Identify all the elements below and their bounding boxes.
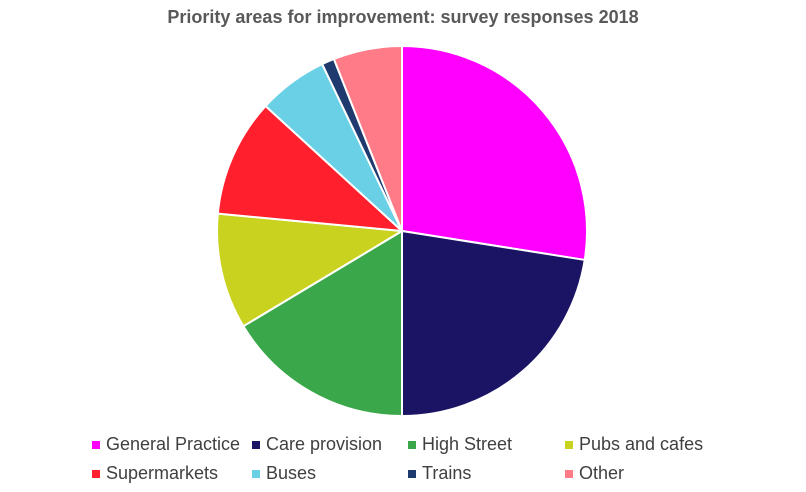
legend-item: Supermarkets [92,463,218,484]
legend-label: Supermarkets [106,463,219,483]
pie-slice-general-practice [401,44,588,262]
legend-swatch [92,469,100,478]
legend-swatch [565,440,573,449]
legend-item: General Practice [92,434,240,455]
pie-slice-pubs-and-cafes [216,212,406,328]
pie-slice-high-street [241,229,403,418]
legend-label: Pubs and cafes [579,434,704,454]
legend-item: Other [565,463,624,484]
legend-item: Trains [408,463,471,484]
legend-item: Care provision [252,434,382,455]
legend-label: Other [579,463,625,483]
legend-item: Pubs and cafes [565,434,703,455]
legend-swatch [252,440,260,449]
legend-swatch [252,469,260,478]
chart-title: Priority areas for improvement: survey r… [167,7,639,27]
legend-label: Trains [422,463,472,483]
legend-swatch [565,469,573,478]
legend-swatch [92,440,100,449]
legend-item: Buses [252,463,316,484]
legend-swatch [408,440,416,449]
pie-slice-other [332,44,403,232]
pie-slice-supermarkets [216,104,405,233]
legend-label: High Street [422,434,513,454]
legend-label: General Practice [106,434,241,454]
legend-label: Buses [266,463,317,483]
legend-item: High Street [408,434,512,455]
pie-slice-care-provision [401,229,586,418]
legend-label: Care provision [266,434,383,454]
legend-swatch [408,469,416,478]
